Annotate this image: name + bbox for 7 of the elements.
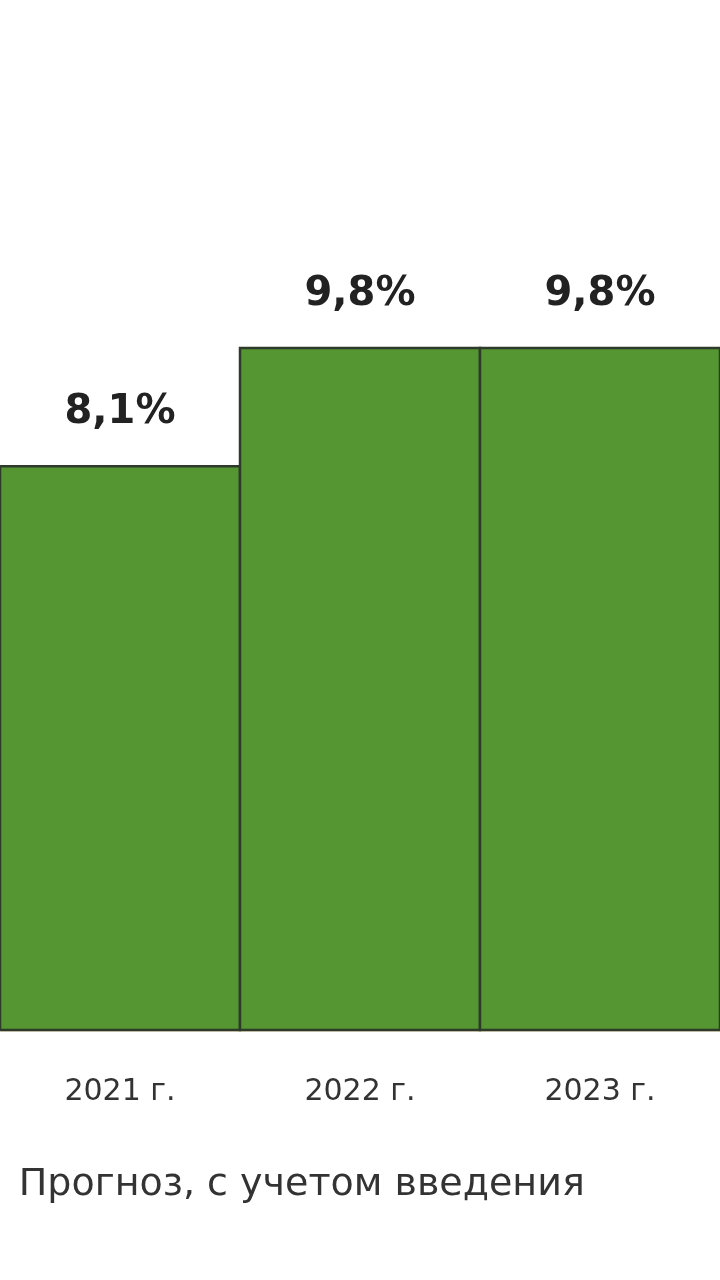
data-label: 8,1%: [64, 386, 176, 433]
data-label: 9,8%: [544, 268, 656, 314]
data-label: 9,8%: [304, 268, 416, 314]
x-tick-label: 2021 г.: [64, 1071, 176, 1107]
x-tick-label: 2022 г.: [304, 1071, 416, 1107]
x-tick-label: 2023 г.: [544, 1071, 656, 1107]
text: Прогноз, с учетом введения: [18, 1160, 585, 1204]
